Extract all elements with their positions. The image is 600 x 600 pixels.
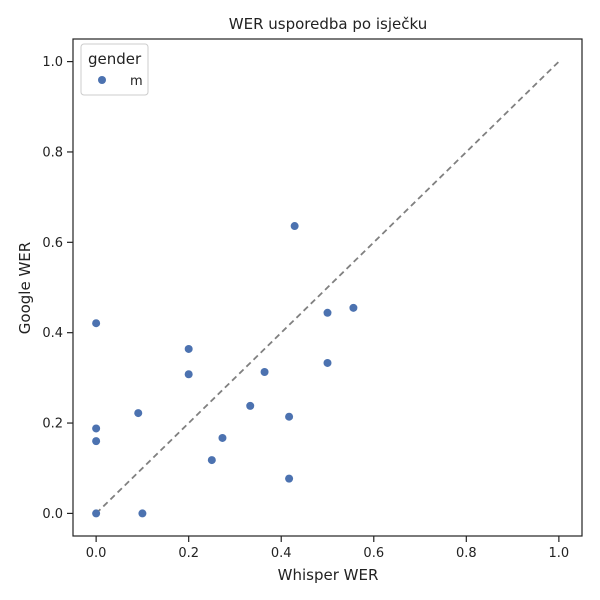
y-axis-label: Google WER [16, 242, 34, 334]
legend-label-m: m [130, 74, 143, 89]
y-tick-label: 0.0 [42, 507, 63, 522]
legend-marker-m [98, 76, 106, 84]
data-point [92, 509, 101, 518]
data-point [92, 437, 101, 446]
reference-line [95, 60, 560, 515]
data-point [218, 433, 227, 442]
data-point [184, 344, 193, 353]
x-tick-label: 0.6 [363, 546, 384, 561]
legend-box [80, 43, 149, 96]
data-point [92, 319, 101, 328]
x-tick-label: 0.2 [178, 546, 199, 561]
x-axis-label: Whisper WER [278, 566, 379, 584]
data-point [290, 222, 299, 231]
y-tick-label: 0.2 [42, 417, 63, 432]
data-point [246, 401, 255, 410]
data-point [138, 509, 147, 518]
y-tick-label: 0.6 [42, 236, 63, 251]
data-points [92, 222, 358, 518]
data-point [285, 412, 294, 421]
data-point [184, 370, 193, 379]
data-point [323, 308, 332, 317]
y-tick-label: 0.4 [42, 326, 63, 341]
plot-frame [72, 38, 583, 537]
data-point [285, 474, 294, 483]
data-point [92, 424, 101, 433]
data-point [134, 409, 143, 418]
x-tick-label: 0.8 [456, 546, 477, 561]
plot-area [72, 38, 583, 537]
data-point [207, 456, 216, 465]
legend: gender m [80, 43, 149, 96]
y-tick-label: 1.0 [42, 55, 63, 70]
chart-title: WER usporedba po isječku [229, 15, 427, 33]
y-tick-label: 0.8 [42, 145, 63, 160]
legend-title: gender [88, 50, 142, 68]
data-point [323, 358, 332, 367]
reference-line-group [95, 60, 560, 515]
x-tick-label: 1.0 [549, 546, 570, 561]
x-tick-label: 0.0 [86, 546, 107, 561]
x-tick-label: 0.4 [271, 546, 292, 561]
x-axis-ticks: 0.0 0.2 0.4 0.6 0.8 1.0 [86, 536, 569, 561]
data-point [260, 367, 269, 376]
data-point [349, 303, 358, 312]
y-axis-ticks: 0.0 0.2 0.4 0.6 0.8 1.0 [42, 55, 73, 522]
